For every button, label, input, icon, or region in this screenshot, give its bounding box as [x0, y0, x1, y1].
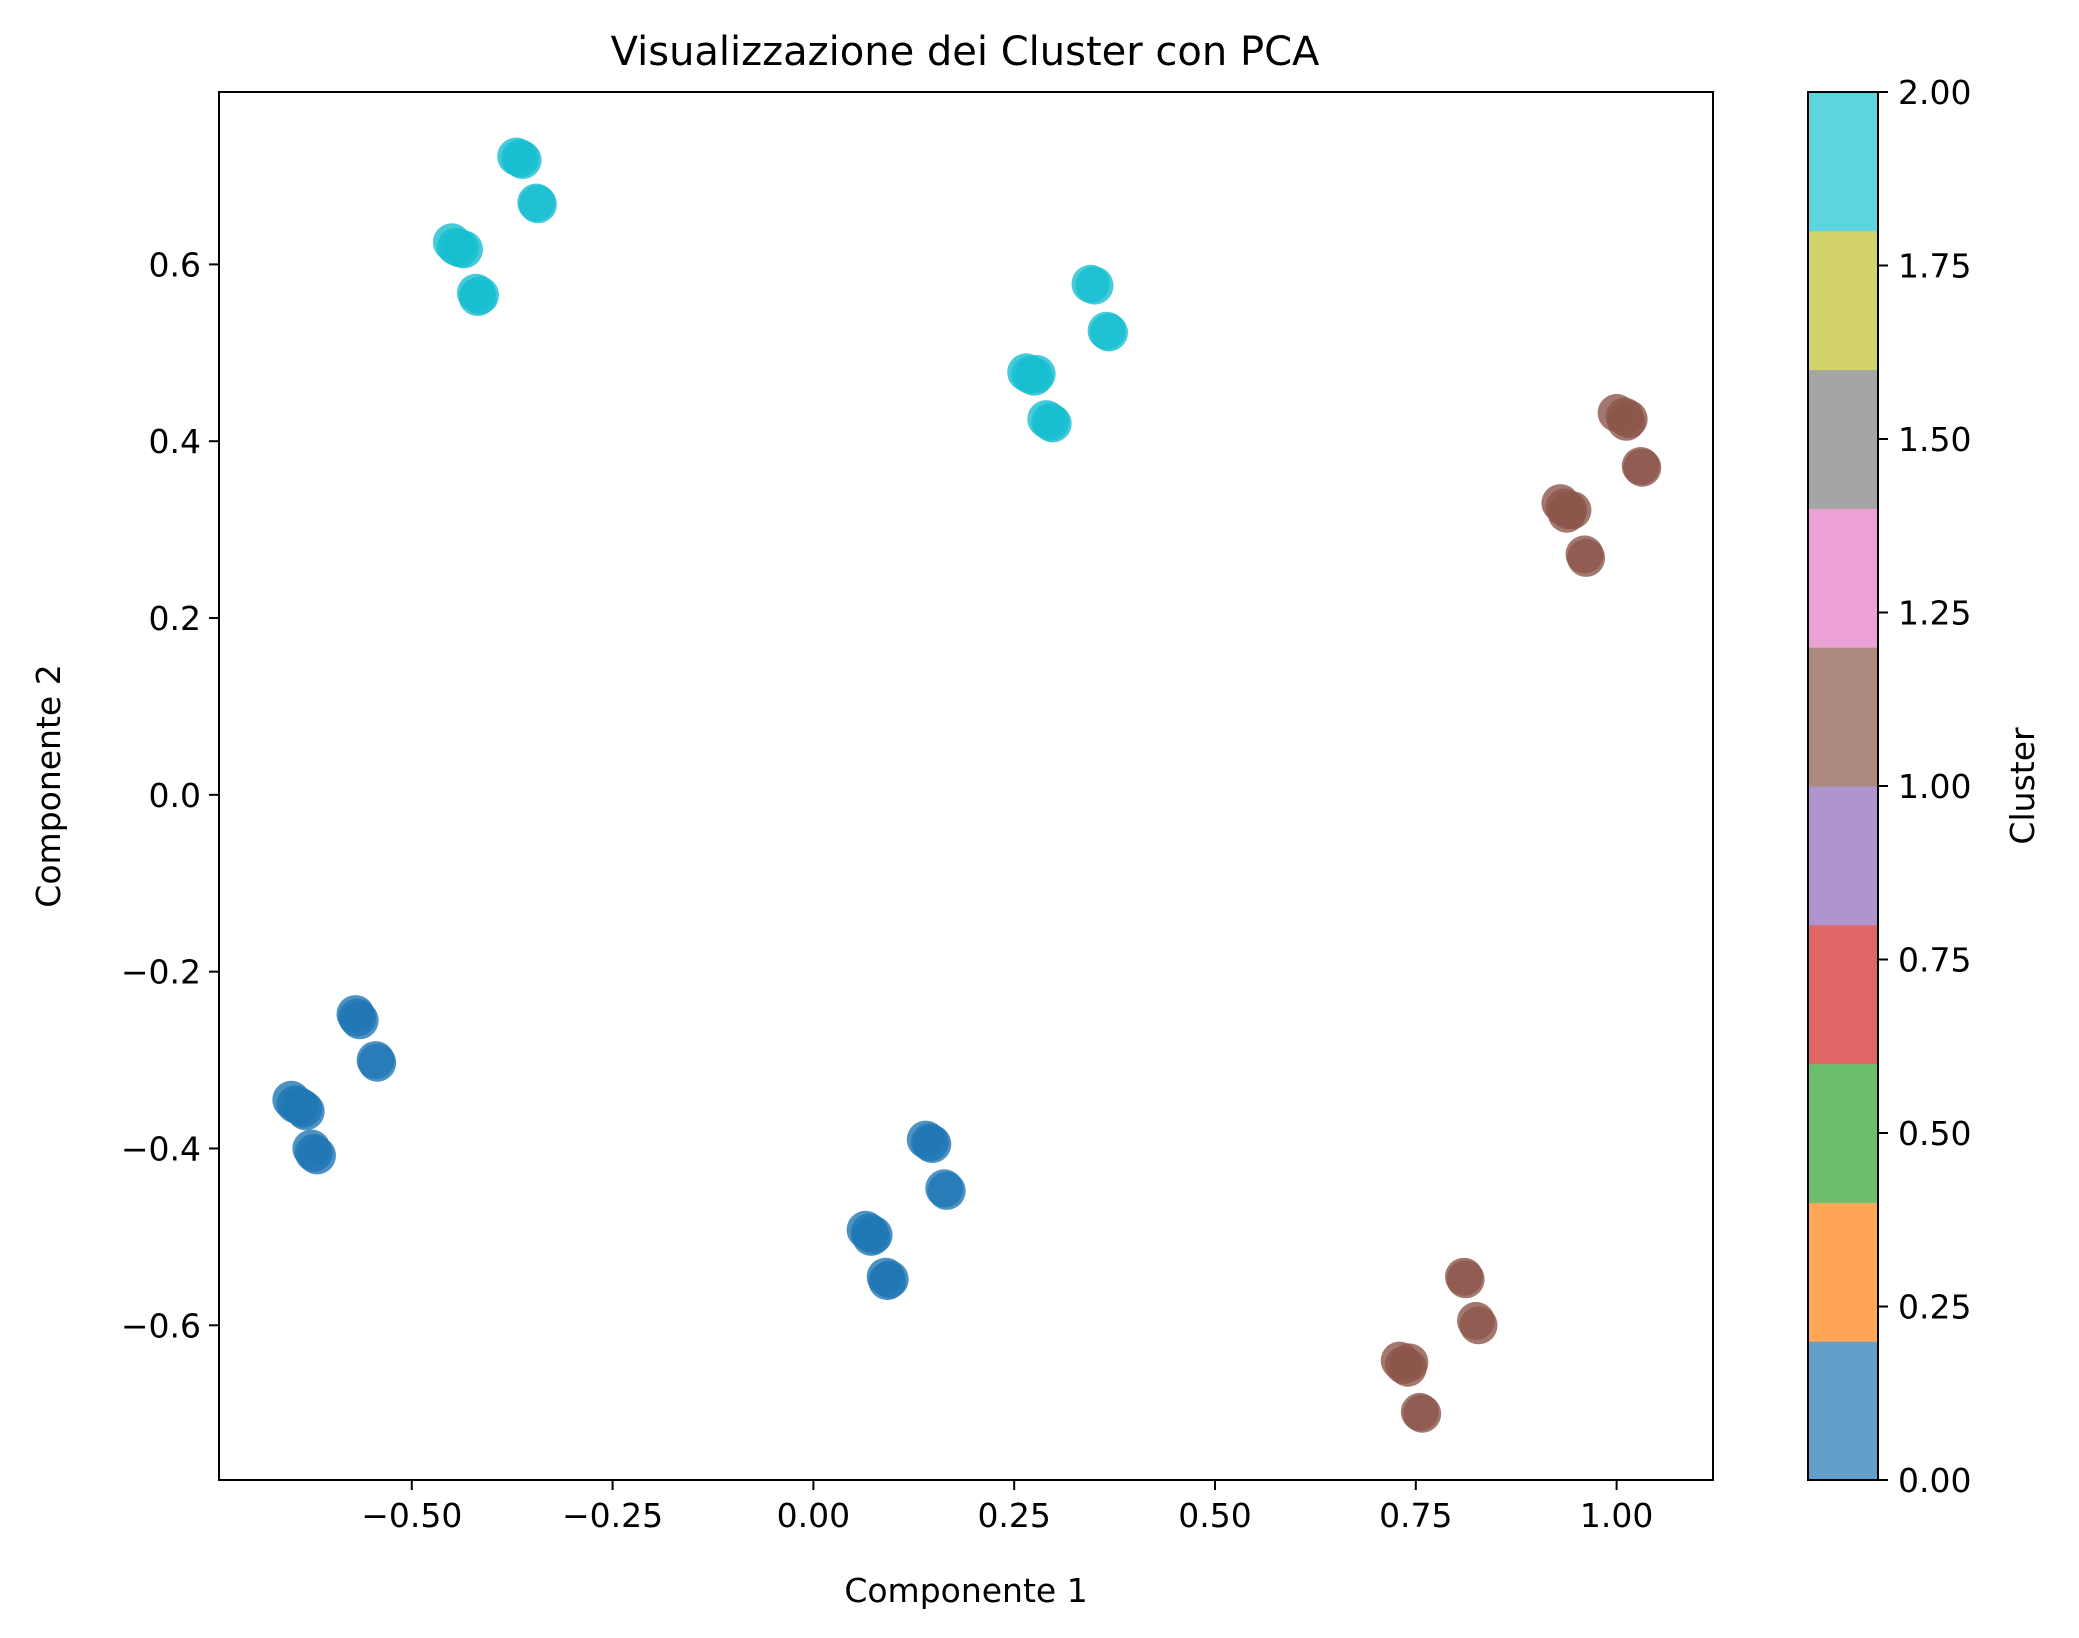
scatter-point-cluster-2: [1033, 404, 1072, 443]
colorbar-segment: [1808, 508, 1878, 648]
x-axis: −0.50 −0.25 0.00 0.25 0.50 0.75 1.00: [361, 1480, 1653, 1535]
scatter-point-cluster-2: [518, 185, 557, 224]
y-axis-title: Componente 2: [29, 664, 68, 907]
colorbar-tick-label: 1.25: [1898, 594, 1971, 633]
colorbar-tick-label: 1.75: [1898, 247, 1971, 286]
scatter-point-cluster-2: [458, 278, 497, 317]
x-tick-label: −0.25: [562, 1496, 663, 1535]
colorbar: 0.00 0.25 0.50 0.75 1.00 1.25 1.50 1.75 2.00: [1807, 73, 1971, 1500]
y-axis: −0.6 −0.4 −0.2 0.0 0.2 0.4 0.6: [121, 245, 219, 1345]
x-tick-label: 0.75: [1379, 1496, 1452, 1535]
colorbar-segment: [1808, 369, 1878, 509]
plot-frame: [218, 91, 1714, 1481]
colorbar-tick-label: 0.50: [1898, 1114, 1971, 1153]
scatter-point-cluster-1: [1459, 1306, 1498, 1345]
scatter-point-cluster-1: [1567, 538, 1606, 577]
scatter-point-cluster-0: [340, 1001, 379, 1040]
scatter-point-cluster-0: [852, 1217, 891, 1256]
colorbar-segment: [1808, 1341, 1878, 1481]
scatter-point-cluster-1: [1547, 494, 1586, 533]
y-tick-label: 0.4: [149, 422, 201, 461]
scatter-point-cluster-1: [1446, 1260, 1485, 1299]
scatter-points: [272, 137, 1662, 1433]
colorbar-tick-label: 2.00: [1898, 73, 1971, 112]
scatter-point-cluster-1: [1403, 1394, 1442, 1433]
y-tick-label: 0.2: [149, 599, 201, 638]
colorbar-tick-label: 0.00: [1898, 1461, 1971, 1500]
x-tick-label: 0.50: [1178, 1496, 1251, 1535]
colorbar-segment: [1808, 230, 1878, 371]
scatter-point-cluster-0: [358, 1043, 397, 1082]
colorbar-tick-label: 1.50: [1898, 420, 1971, 459]
scatter-point-cluster-2: [445, 230, 483, 269]
y-tick-label: −0.4: [121, 1129, 201, 1168]
colorbar-segment: [1808, 92, 1878, 232]
scatter-point-cluster-2: [1090, 313, 1128, 352]
chart-title: Visualizzazione dei Cluster con PCA: [611, 29, 1320, 75]
x-tick-label: 0.00: [777, 1496, 850, 1535]
colorbar-segment: [1808, 647, 1878, 787]
scatter-point-cluster-1: [1623, 448, 1662, 487]
scatter-point-cluster-2: [1017, 355, 1056, 393]
y-tick-label: 0.6: [149, 245, 201, 284]
colorbar-title: Cluster: [2003, 727, 2042, 845]
colorbar-tick-label: 1.00: [1898, 767, 1971, 806]
y-tick-label: −0.6: [121, 1306, 201, 1345]
scatter-point-cluster-0: [927, 1171, 966, 1210]
y-tick-label: −0.2: [121, 953, 201, 992]
scatter-point-cluster-1: [1607, 402, 1646, 441]
x-tick-label: 1.00: [1580, 1496, 1653, 1535]
colorbar-segment: [1808, 1202, 1878, 1342]
x-axis-title: Componente 1: [844, 1571, 1087, 1610]
colorbar-segment: [1808, 786, 1878, 926]
scatter-point-cluster-0: [913, 1125, 952, 1164]
scatter-point-cluster-1: [1390, 1343, 1429, 1382]
scatter-point-cluster-2: [503, 141, 542, 180]
scatter-point-cluster-0: [286, 1092, 325, 1131]
x-tick-label: 0.25: [977, 1496, 1050, 1535]
x-tick-label: −0.50: [361, 1496, 462, 1535]
colorbar-segment: [1808, 1063, 1878, 1203]
scatter-point-cluster-0: [298, 1136, 336, 1175]
colorbar-segment: [1808, 924, 1878, 1065]
colorbar-tick-label: 0.25: [1898, 1288, 1971, 1327]
scatter-point-cluster-2: [1075, 266, 1114, 305]
scatter-point-cluster-0: [868, 1262, 907, 1301]
y-tick-label: 0.0: [149, 776, 201, 815]
colorbar-tick-label: 0.75: [1898, 941, 1971, 980]
